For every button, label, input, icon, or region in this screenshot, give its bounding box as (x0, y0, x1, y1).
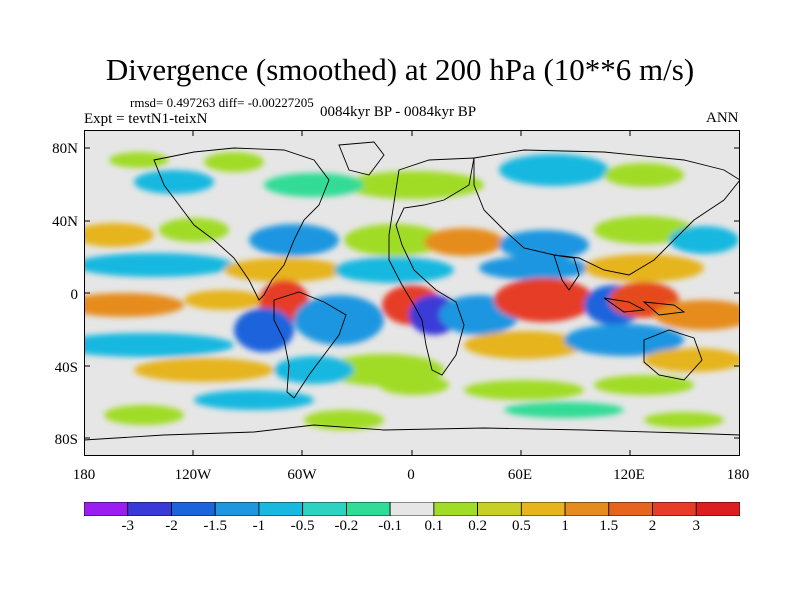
colorbar-swatch (608, 502, 653, 516)
colorbar-swatch (477, 502, 522, 516)
colorbar (84, 502, 740, 516)
colorbar-label: 2 (648, 518, 657, 534)
colorbar-swatch (695, 502, 740, 516)
colorbar-swatch (258, 502, 304, 516)
colorbar-label: 0.5 (511, 518, 531, 534)
colorbar-label: 0.1 (424, 518, 444, 534)
season-label: ANN (706, 110, 739, 126)
lon-label-0: 0 (407, 467, 415, 483)
colorbar-label: 1.5 (599, 518, 619, 534)
lat-label-80s: 80S (54, 432, 78, 448)
colorbar-label: 1 (561, 518, 569, 534)
divergence-map (84, 130, 740, 456)
lon-label-120e: 120E (613, 467, 645, 483)
colorbar-swatch (84, 502, 129, 516)
map-title: Divergence (smoothed) at 200 hPa (10**6 … (105, 52, 695, 87)
colorbar-label: -0.2 (334, 518, 359, 534)
stats-text: rmsd= 0.497263 diff= -0.00227205 (130, 95, 314, 110)
colorbar-swatch (214, 502, 260, 516)
colorbar-swatch (652, 502, 697, 516)
colorbar-label: 3 (692, 518, 701, 534)
lat-label-40s: 40S (54, 360, 78, 376)
lon-label-60e: 60E (507, 467, 533, 483)
colorbar-swatch (433, 502, 478, 516)
colorbar-swatch (345, 502, 391, 516)
colorbar-label: -2 (165, 518, 178, 534)
coastlines (84, 141, 740, 441)
divergence-field (84, 152, 740, 430)
axis-ticks (84, 130, 740, 456)
lon-label-60w: 60W (287, 467, 317, 483)
colorbar-swatch (302, 502, 347, 516)
colorbar-label: -3 (121, 518, 134, 534)
colorbar-label: 0.2 (468, 518, 487, 534)
colorbar-label: -0.1 (378, 518, 402, 534)
lat-label-40n: 40N (52, 214, 78, 230)
lon-label-180w: 180 (72, 467, 96, 483)
colorbar-swatch (520, 502, 566, 516)
lon-label-120w: 120W (174, 467, 212, 483)
lon-label-180e: 180 (726, 467, 750, 483)
lat-label-80n: 80N (52, 141, 78, 157)
period-label: 0084kyr BP - 0084kyr BP (320, 104, 477, 120)
colorbar-swatch (127, 502, 172, 516)
colorbar-swatch (171, 502, 216, 516)
colorbar-swatch (564, 502, 610, 516)
lat-label-eq: 0 (70, 287, 79, 303)
colorbar-label: -1 (252, 518, 266, 534)
colorbar-swatch (389, 502, 435, 516)
colorbar-label: -1.5 (203, 518, 228, 534)
experiment-label: Expt = tevtN1-teixN (84, 111, 208, 127)
colorbar-label: -0.5 (290, 518, 315, 534)
